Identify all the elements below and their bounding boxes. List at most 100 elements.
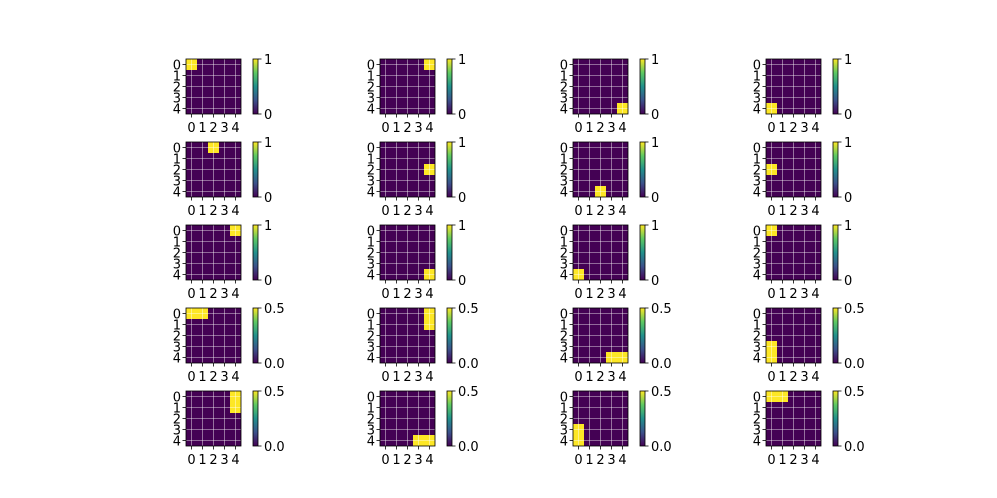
x-tick-label: 3 — [220, 370, 228, 385]
y-tick-label: 2 — [560, 81, 568, 96]
y-tick-label: 4 — [367, 352, 375, 367]
y-tick-label: 3 — [560, 92, 568, 107]
colorbar-min-label: 0.0 — [458, 357, 479, 372]
x-tick-label: 1 — [585, 204, 593, 219]
colorbar — [252, 390, 259, 447]
y-tick-label: 3 — [753, 175, 761, 190]
y-tick-label: 0 — [753, 308, 761, 323]
colorbar — [832, 307, 839, 364]
colorbar-min-label: 0 — [458, 191, 466, 206]
x-tick-label: 2 — [209, 204, 217, 219]
colorbar-min-label: 0.0 — [651, 357, 672, 372]
y-tick-label: 0 — [560, 308, 568, 323]
y-tick-label: 2 — [560, 247, 568, 262]
colorbar — [832, 141, 839, 198]
x-tick-label: 3 — [220, 121, 228, 136]
colorbar — [446, 141, 453, 198]
x-tick-label: 4 — [811, 121, 819, 136]
y-tick-label: 4 — [560, 352, 568, 367]
x-tick-label: 4 — [811, 370, 819, 385]
colorbar-max-label: 1 — [264, 136, 272, 151]
y-tick-label: 1 — [173, 236, 181, 251]
colorbar — [446, 224, 453, 281]
y-tick-label: 1 — [753, 319, 761, 334]
x-tick-label: 0 — [381, 204, 389, 219]
y-tick-label: 0 — [173, 225, 181, 240]
colorbar — [446, 58, 453, 115]
y-tick-label: 0 — [173, 59, 181, 74]
x-tick-label: 1 — [392, 204, 400, 219]
x-tick-label: 4 — [618, 370, 626, 385]
x-tick-label: 1 — [198, 204, 206, 219]
y-tick-label: 3 — [173, 92, 181, 107]
y-tick-label: 2 — [173, 81, 181, 96]
y-tick-label: 3 — [367, 341, 375, 356]
x-tick-label: 0 — [187, 204, 195, 219]
x-tick-label: 0 — [574, 204, 582, 219]
y-tick-label: 0 — [173, 391, 181, 406]
x-tick-label: 3 — [220, 287, 228, 302]
colorbar — [639, 307, 646, 364]
y-tick-label: 4 — [173, 435, 181, 450]
y-tick-label: 1 — [753, 153, 761, 168]
y-tick-label: 2 — [173, 330, 181, 345]
y-tick-label: 2 — [367, 330, 375, 345]
x-tick-label: 1 — [778, 453, 786, 468]
x-tick-label: 3 — [607, 453, 615, 468]
y-tick-label: 1 — [560, 402, 568, 417]
x-tick-label: 4 — [618, 204, 626, 219]
x-tick-label: 2 — [789, 453, 797, 468]
y-tick-label: 3 — [173, 424, 181, 439]
colorbar — [252, 307, 259, 364]
x-tick-label: 3 — [414, 204, 422, 219]
y-tick-label: 2 — [560, 164, 568, 179]
colorbar-min-label: 0 — [844, 108, 852, 123]
colorbar — [832, 58, 839, 115]
y-tick-label: 0 — [560, 142, 568, 157]
colorbar-min-label: 0.0 — [458, 440, 479, 455]
colorbar-max-label: 0.5 — [458, 385, 479, 400]
colorbar-min-label: 0 — [651, 108, 659, 123]
y-tick-label: 0 — [367, 225, 375, 240]
x-tick-label: 0 — [381, 121, 389, 136]
y-tick-label: 0 — [173, 308, 181, 323]
x-tick-label: 1 — [392, 453, 400, 468]
y-tick-label: 4 — [173, 352, 181, 367]
x-tick-label: 3 — [220, 204, 228, 219]
colorbar-max-label: 0.5 — [458, 302, 479, 317]
x-tick-label: 4 — [425, 287, 433, 302]
y-tick-label: 1 — [753, 402, 761, 417]
colorbar — [252, 58, 259, 115]
colorbar — [252, 224, 259, 281]
y-tick-label: 0 — [367, 59, 375, 74]
y-tick-label: 3 — [367, 175, 375, 190]
colorbar-min-label: 0.0 — [844, 440, 865, 455]
y-tick-label: 3 — [367, 92, 375, 107]
colorbar-min-label: 0 — [458, 108, 466, 123]
colorbar-max-label: 1 — [458, 219, 466, 234]
x-tick-label: 1 — [392, 121, 400, 136]
x-tick-label: 0 — [574, 453, 582, 468]
y-tick-label: 4 — [753, 352, 761, 367]
x-tick-label: 2 — [209, 121, 217, 136]
x-tick-label: 2 — [403, 204, 411, 219]
y-tick-label: 1 — [173, 319, 181, 334]
y-tick-label: 3 — [560, 341, 568, 356]
y-tick-label: 1 — [753, 70, 761, 85]
y-tick-label: 2 — [173, 247, 181, 262]
x-tick-label: 1 — [392, 287, 400, 302]
y-tick-label: 4 — [367, 435, 375, 450]
y-tick-label: 4 — [173, 269, 181, 284]
y-tick-label: 2 — [753, 413, 761, 428]
y-tick-label: 2 — [560, 413, 568, 428]
y-tick-label: 4 — [367, 103, 375, 118]
x-tick-label: 1 — [778, 204, 786, 219]
y-tick-label: 4 — [560, 103, 568, 118]
